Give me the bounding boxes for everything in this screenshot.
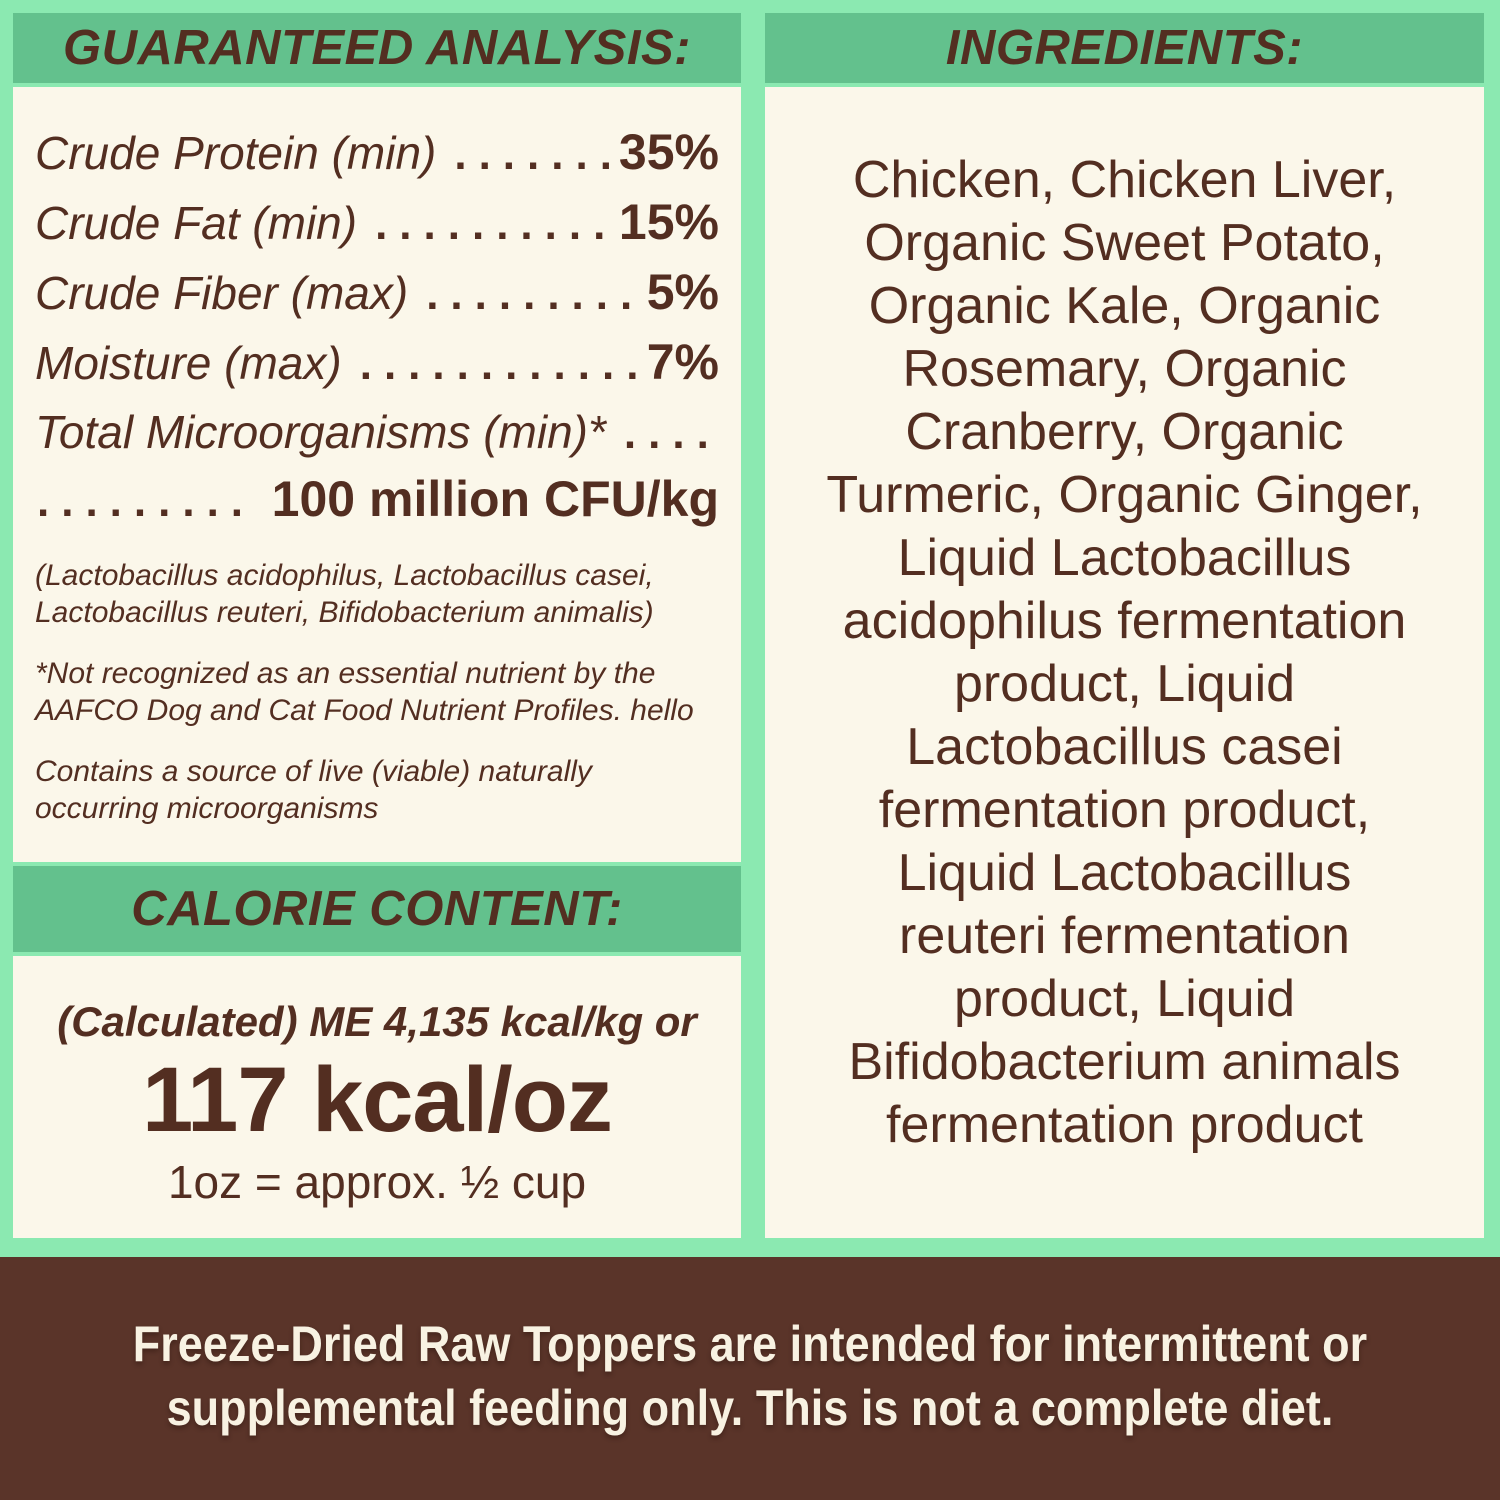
ingredients-panel: Chicken, Chicken Liver, Organic Sweet Po…: [765, 87, 1484, 1238]
analysis-row-label: Total Microorganisms (min)*: [35, 406, 606, 458]
analysis-row-label: Crude Fiber (max): [35, 267, 409, 319]
footnote-live-microorganisms: Contains a source of live (viable) natur…: [35, 755, 592, 825]
calorie-content-panel: (Calculated) ME 4,135 kcal/kg or 117 kca…: [13, 956, 741, 1238]
calorie-cup-equivalent: 1oz = approx. ½ cup: [167, 1156, 587, 1208]
analysis-row-cfu-value: ........................................…: [35, 467, 719, 531]
ingredients-header: INGREDIENTS:: [765, 13, 1484, 83]
analysis-row-label: Crude Fat (min): [35, 197, 358, 249]
calorie-content-title: CALORIE CONTENT:: [131, 882, 623, 936]
dot-leader: ........................................…: [375, 200, 613, 249]
footnote-aafco: *Not recognized as an essential nutrient…: [35, 657, 694, 727]
calorie-content-header: CALORIE CONTENT:: [13, 866, 741, 952]
dot-leader: ........................................…: [359, 340, 641, 389]
guaranteed-analysis-panel: Crude Protein (min) ....................…: [13, 87, 741, 862]
guaranteed-analysis-header: GUARANTEED ANALYSIS:: [13, 13, 741, 83]
dot-leader: ........................................…: [426, 270, 641, 319]
calorie-kcal-per-oz: 117 kcal/oz: [142, 1049, 613, 1151]
analysis-row: Crude Protein (min) ....................…: [35, 117, 719, 187]
analysis-row: Crude Fiber (max) ......................…: [35, 257, 719, 327]
footer-disclaimer-bar: Freeze-Dried Raw Toppers are intended fo…: [0, 1257, 1500, 1500]
ingredients-title: INGREDIENTS:: [945, 21, 1304, 75]
dot-leader: ........................................…: [454, 130, 613, 179]
analysis-row: Crude Fat (min) ........................…: [35, 187, 719, 257]
analysis-row-value: 35%: [618, 124, 719, 180]
analysis-row-label: Crude Protein (min): [35, 127, 437, 179]
dot-leader: ........................................…: [623, 409, 713, 458]
footnote-microorganism-species: (Lactobacillus acidophilus, Lactobacillu…: [35, 559, 654, 629]
dot-leader: ........................................…: [37, 477, 258, 526]
analysis-row-label: Moisture (max): [35, 337, 342, 389]
guaranteed-analysis-title: GUARANTEED ANALYSIS:: [63, 21, 691, 75]
ingredients-list: Chicken, Chicken Liver, Organic Sweet Po…: [826, 151, 1423, 1154]
analysis-row: Moisture (max) .........................…: [35, 327, 719, 397]
analysis-row-value: 5%: [646, 264, 719, 320]
analysis-row-microorganisms: Total Microorganisms (min)* ............…: [35, 397, 719, 467]
footer-disclaimer-text: Freeze-Dried Raw Toppers are intended fo…: [132, 1316, 1368, 1436]
analysis-row-value: 7%: [646, 334, 719, 390]
analysis-cfu-value: 100 million CFU/kg: [271, 471, 719, 527]
calorie-calculated-line: (Calculated) ME 4,135 kcal/kg or: [57, 998, 697, 1045]
analysis-row-value: 15%: [618, 194, 719, 250]
